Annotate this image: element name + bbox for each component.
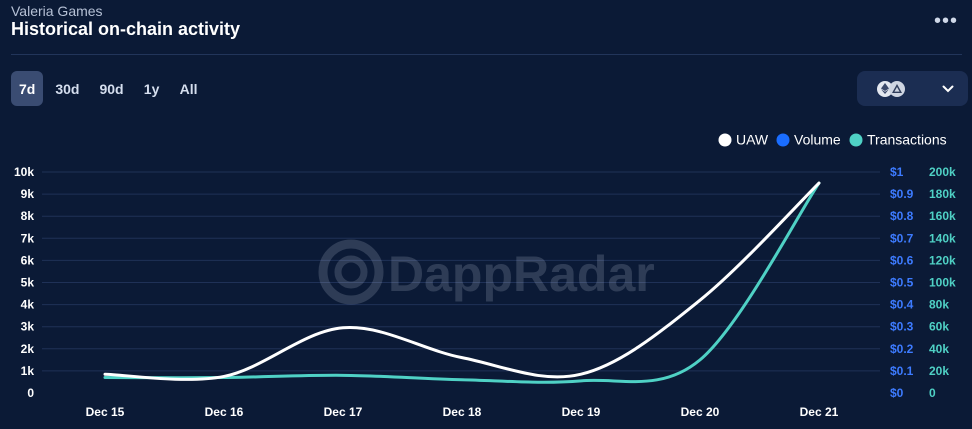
grid-lines — [42, 171, 880, 372]
x-axis-tick: Dec 21 — [800, 405, 839, 419]
volume-axis-tick: $0.3 — [890, 320, 914, 334]
series-line-uaw — [103, 181, 821, 381]
more-options-icon[interactable]: ••• — [933, 10, 958, 32]
transactions-axis-tick: 0 — [929, 386, 936, 400]
transactions-axis-tick: 20k — [929, 364, 949, 378]
volume-axis-tick: $0.1 — [890, 364, 914, 378]
axis-labels: 0 $0 0 1k $0.1 20k 2k $0.2 40k 3k $0.3 60k 4k $0.4 80k… — [14, 165, 956, 419]
left-axis-tick: 8k — [21, 209, 35, 223]
legend-marker-transactions — [849, 133, 863, 147]
transactions-axis-tick: 40k — [929, 342, 949, 356]
volume-axis-tick: $1 — [890, 165, 904, 179]
dappradar-logo-icon — [318, 239, 384, 305]
volume-axis-tick: $0.6 — [890, 253, 914, 267]
x-axis-tick: Dec 16 — [205, 405, 244, 419]
x-axis-tick: Dec 20 — [681, 405, 720, 419]
period-30d-button[interactable]: 30d — [55, 80, 80, 97]
legend-marker-uaw — [718, 133, 732, 147]
chevron-down-icon — [942, 82, 954, 96]
transactions-axis-tick: 60k — [929, 320, 949, 334]
series-lines — [103, 181, 821, 384]
transactions-axis-tick: 180k — [929, 187, 956, 201]
volume-axis-tick: $0.8 — [890, 209, 914, 223]
period-1y-button[interactable]: 1y — [143, 80, 160, 97]
volume-axis-tick: $0.9 — [890, 187, 914, 201]
transactions-axis-tick: 80k — [929, 298, 949, 312]
legend-label-uaw: UAW — [736, 132, 769, 148]
volume-axis-tick: $0.5 — [890, 276, 914, 290]
left-axis-tick: 5k — [21, 276, 35, 290]
left-axis-tick: 3k — [21, 320, 35, 334]
watermark-text: DappRadar — [388, 246, 655, 302]
left-axis-tick: 10k — [14, 165, 34, 179]
project-name: Valeria Games — [11, 3, 103, 19]
transactions-axis-tick: 200k — [929, 165, 956, 179]
transactions-axis-tick: 120k — [929, 253, 956, 267]
chain-select-dropdown[interactable] — [857, 71, 968, 106]
header-divider — [11, 54, 962, 55]
x-axis-tick: Dec 15 — [86, 405, 125, 419]
left-axis-tick: 2k — [21, 342, 35, 356]
x-axis-tick: Dec 18 — [443, 405, 482, 419]
period-selector: 7d 30d 90d 1y All — [11, 71, 205, 106]
transactions-axis-tick: 160k — [929, 209, 956, 223]
period-7d-button[interactable]: 7d — [11, 71, 44, 106]
legend-label-transactions: Transactions — [867, 132, 947, 148]
page-title: Historical on-chain activity — [11, 19, 241, 39]
volume-axis-tick: $0.4 — [890, 298, 914, 312]
volume-axis-tick: $0 — [890, 386, 904, 400]
chain-icons — [877, 80, 905, 97]
left-axis-tick: 4k — [21, 298, 35, 312]
period-90d-button[interactable]: 90d — [99, 80, 124, 97]
left-axis-tick: 9k — [21, 187, 35, 201]
transactions-axis-tick: 100k — [929, 276, 956, 290]
volume-axis-tick: $0.7 — [890, 231, 914, 245]
transactions-axis-tick: 140k — [929, 231, 956, 245]
left-axis-tick: 0 — [27, 386, 34, 400]
x-axis-tick: Dec 17 — [324, 405, 363, 419]
left-axis-tick: 7k — [21, 231, 35, 245]
volume-axis-tick: $0.2 — [890, 342, 914, 356]
period-all-button[interactable]: All — [179, 80, 198, 97]
watermark: DappRadar — [318, 239, 655, 305]
legend-label-volume: Volume — [794, 132, 841, 148]
left-axis-tick: 6k — [21, 253, 35, 267]
left-axis-tick: 1k — [21, 364, 35, 378]
x-axis-tick: Dec 19 — [562, 405, 601, 419]
legend: UAW Volume Transactions — [718, 132, 947, 148]
arbitrum-icon — [889, 80, 905, 97]
dappradar-logo-inner-icon — [334, 255, 368, 289]
legend-marker-volume — [776, 133, 790, 147]
